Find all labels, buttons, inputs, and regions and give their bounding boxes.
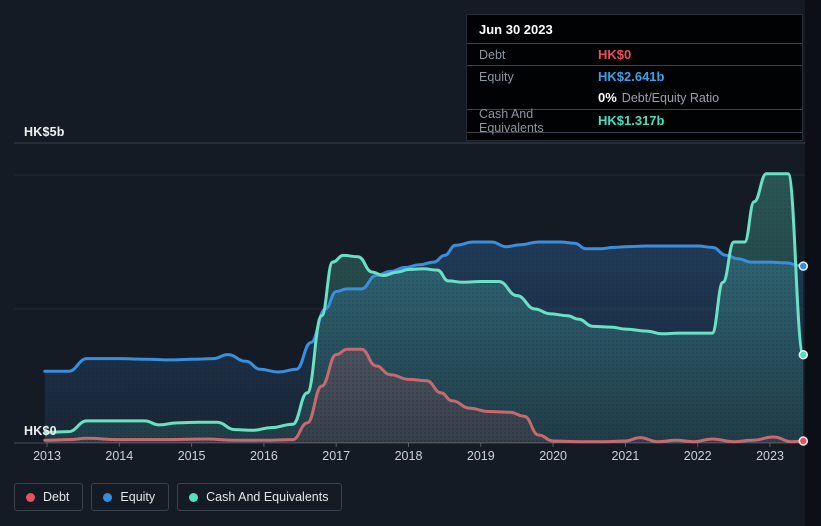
- ratio-value: 0%: [598, 90, 617, 105]
- legend-item-debt[interactable]: Debt: [14, 483, 84, 511]
- ratio-label: Debt/Equity Ratio: [621, 90, 720, 105]
- legend-label-equity: Equity: [120, 490, 156, 504]
- legend-item-equity[interactable]: Equity: [91, 483, 170, 511]
- cash-and-equivalents-line: [43, 172, 805, 434]
- x-tick-label: 2019: [466, 449, 495, 463]
- latest-report-panel: Jun 30 2023 Debt HK$0 Equity HK$2.641b 0…: [466, 14, 803, 141]
- legend-label-debt: Debt: [43, 490, 70, 504]
- cash-value: HK$1.317b: [598, 113, 665, 128]
- panel-date: Jun 30 2023: [467, 15, 802, 44]
- panel-row-ratio: 0% Debt/Equity Ratio: [467, 87, 802, 110]
- x-tick-label: 2020: [539, 449, 567, 463]
- cash-label: Cash And Equivalents: [479, 106, 544, 135]
- debt-value: HK$0: [598, 47, 632, 62]
- panel-row-cash: Cash And Equivalents HK$1.317b: [467, 106, 802, 135]
- panel-row-debt: Debt HK$0: [467, 44, 802, 65]
- cash-series-dot-icon: [189, 492, 199, 502]
- debt-line: [43, 347, 805, 444]
- x-tick-label: 2017: [322, 449, 351, 463]
- y-axis-max-label: HK$5b: [24, 125, 65, 139]
- equity-line: [43, 240, 805, 374]
- legend-label-cash: Cash And Equivalents: [206, 490, 329, 504]
- debt-label: Debt: [479, 47, 506, 62]
- x-tick-label: 2021: [611, 449, 640, 463]
- x-tick-label: 2015: [177, 449, 206, 463]
- x-tick-label: 2014: [105, 449, 134, 463]
- equity-label: Equity: [479, 69, 514, 84]
- equity-value: HK$2.641b: [598, 69, 665, 84]
- legend-item-cash[interactable]: Cash And Equivalents: [177, 483, 343, 511]
- debt-end-dot: [798, 436, 809, 446]
- x-tick-label: 2018: [394, 449, 423, 463]
- cash-and-equivalents-end-dot: [798, 350, 809, 360]
- plot-right-margin: [805, 0, 821, 526]
- equity-series-dot-icon: [103, 492, 113, 502]
- debt-series-dot-icon: [26, 492, 35, 502]
- legend: Debt Equity Cash And Equivalents: [14, 483, 343, 511]
- y-axis-zero-label: HK$0: [24, 424, 57, 438]
- x-tick-label: 2023: [756, 449, 784, 463]
- x-tick-label: 2022: [683, 449, 712, 463]
- panel-row-equity: Equity HK$2.641b: [467, 65, 802, 87]
- x-tick-label: 2016: [249, 449, 278, 463]
- x-tick-label: 2013: [33, 449, 61, 463]
- equity-end-dot: [798, 261, 809, 271]
